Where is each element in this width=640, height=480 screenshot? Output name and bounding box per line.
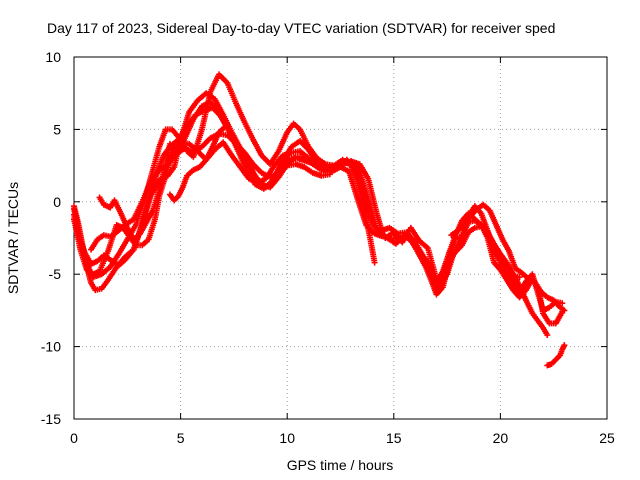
data-point: [559, 300, 566, 307]
series-track-8: [448, 201, 568, 314]
x-tick-labels: 0 5 10 15 20 25: [70, 430, 615, 446]
data-point: [371, 259, 378, 266]
y-tick-label: 5: [53, 121, 61, 137]
series-track-6: [96, 130, 333, 243]
x-tick-label: 15: [386, 430, 402, 446]
grid: [74, 57, 607, 419]
data-point: [222, 123, 229, 130]
y-axis-label: SDTVAR / TECUs: [5, 182, 21, 294]
series-track-1: [71, 71, 378, 281]
data-points: [71, 71, 568, 369]
data-point: [561, 307, 568, 314]
series-track-7: [166, 123, 229, 204]
data-point: [561, 342, 568, 349]
series-track-5: [71, 139, 551, 339]
chart-title: Day 117 of 2023, Sidereal Day-to-day VTE…: [47, 20, 555, 36]
y-tick-label: -10: [41, 339, 61, 355]
x-tick-label: 0: [70, 430, 78, 446]
x-tick-label: 10: [279, 430, 295, 446]
x-tick-label: 25: [599, 430, 615, 446]
x-tick-label: 5: [177, 430, 185, 446]
y-tick-label: -15: [41, 411, 61, 427]
y-tick-labels: -15 -10 -5 0 5 10: [41, 49, 61, 427]
data-point: [544, 332, 551, 339]
series-track-9: [544, 342, 568, 369]
data-point: [326, 171, 333, 178]
y-tick-label: 0: [53, 194, 61, 210]
x-tick-label: 20: [493, 430, 509, 446]
x-axis-label: GPS time / hours: [287, 457, 394, 473]
axes: [73, 56, 608, 420]
y-tick-label: 10: [45, 49, 61, 65]
plot-frame: [73, 56, 608, 420]
y-tick-label: -5: [49, 266, 62, 282]
